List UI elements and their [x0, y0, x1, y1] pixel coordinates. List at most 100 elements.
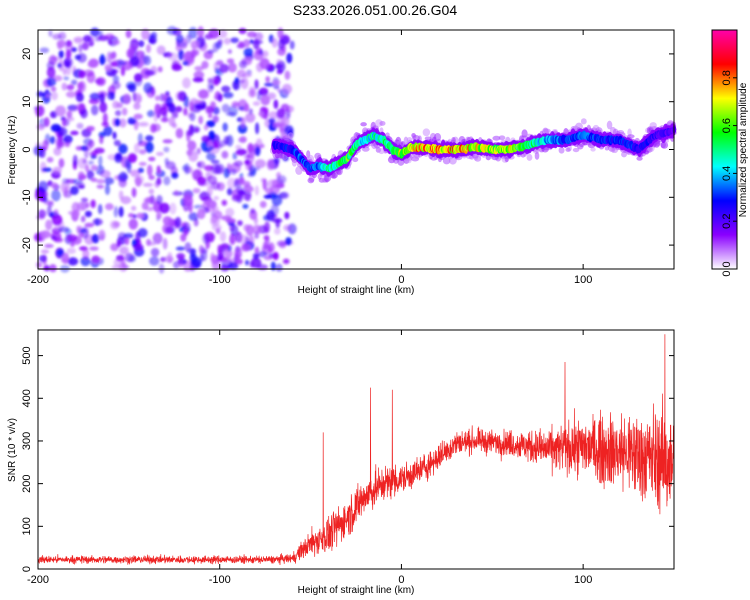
- spectrogram-noise-blob: [217, 93, 223, 102]
- spectrogram-noise-blob: [267, 242, 275, 253]
- spectrogram-ridge: [269, 118, 677, 184]
- spectrogram-noise-blob: [157, 66, 163, 73]
- spectrogram-noise-blob: [55, 105, 66, 117]
- snr-frame: [37, 329, 675, 570]
- spectrogram-noise-blob: [188, 124, 194, 136]
- spectrogram-noise-blob: [65, 91, 77, 98]
- spectrogram-noise-blob: [102, 112, 108, 125]
- spectrogram-noise-blob: [61, 137, 69, 143]
- spectrogram-noise-blob: [164, 226, 174, 234]
- y-tick-label: 200: [21, 474, 33, 492]
- spectrogram-noise-blob: [80, 108, 88, 119]
- spectrogram-noise-blob: [272, 122, 282, 128]
- spectrogram-noise-blob: [128, 212, 134, 218]
- spectrogram-noise-blob: [222, 91, 234, 99]
- spectrogram-noise-blob: [148, 175, 155, 181]
- spectrogram-noise-blob: [133, 243, 144, 251]
- spectrogram-noise-blob: [67, 105, 78, 113]
- spectrogram-noise-blob: [87, 60, 98, 68]
- spectrogram-noise-blob: [169, 202, 177, 215]
- spectrogram-noise-blob: [75, 181, 85, 188]
- spectrogram-noise-blob: [104, 65, 113, 72]
- spectrogram-noise-blob: [46, 66, 56, 79]
- spectrogram-noise-blob: [77, 82, 84, 90]
- spectrogram-noise-blob: [221, 103, 230, 113]
- spectrogram-noise-blob: [49, 136, 56, 145]
- snr-series-line: [37, 334, 675, 566]
- spectrogram-noise-blob: [176, 252, 186, 260]
- spectrogram-noise-blob: [262, 240, 269, 250]
- spectrogram-noise-blob: [253, 39, 260, 50]
- spectrogram-noise-blob: [285, 237, 292, 246]
- spectrogram-noise-blob: [263, 255, 273, 261]
- spectrogram-ridge-halo: [660, 141, 669, 149]
- spectrogram-x-label: Height of straight line (km): [298, 285, 415, 296]
- spectrogram-noise-blob: [156, 177, 162, 186]
- spectrogram-noise-blob: [63, 56, 74, 69]
- colorbar-tick-label: 0.2: [721, 214, 733, 229]
- spectrogram-noise-blob: [110, 220, 120, 230]
- spectrogram-noise-blob: [51, 235, 57, 241]
- spectrogram-noise-blob: [66, 110, 73, 119]
- spectrogram-noise-blob: [272, 251, 279, 261]
- spectrogram-noise-blob: [156, 165, 161, 174]
- y-tick-label: 10: [21, 96, 33, 108]
- spectrogram-noise-blob: [208, 130, 215, 141]
- spectrogram-noise-blob: [168, 116, 176, 127]
- spectrogram-noise-blob: [264, 221, 271, 234]
- spectrogram-noise-blob: [227, 177, 237, 189]
- spectrogram-noise-blob: [48, 29, 53, 37]
- spectrogram-noise-blob: [235, 148, 247, 156]
- spectrogram-noise-blob: [240, 116, 246, 129]
- x-tick-label: 0: [398, 574, 404, 586]
- spectrogram-noise-blob: [183, 227, 189, 237]
- spectrogram-x-ticks: -200 -100 0 100: [27, 30, 592, 286]
- spectrogram-noise-blob: [133, 102, 141, 110]
- spectrogram-noise-blob: [210, 181, 221, 190]
- spectrogram-noise-blob: [263, 194, 272, 199]
- spectrogram-noise-blob: [50, 86, 57, 92]
- spectrogram-noise-blob: [253, 216, 259, 225]
- spectrogram-noise-blob: [104, 183, 111, 196]
- spectrogram-noise-blob: [200, 140, 208, 152]
- spectrogram-noise-blob: [85, 143, 92, 152]
- spectrogram-noise-blob: [190, 257, 202, 268]
- spectrogram-noise-blob: [262, 178, 268, 191]
- spectrogram-noise-blob: [117, 232, 127, 241]
- spectrogram-noise-blob: [206, 152, 216, 161]
- spectrogram-noise-blob: [163, 176, 171, 186]
- spectrogram-noise-blob: [51, 214, 63, 226]
- spectrogram-noise-blob: [113, 139, 121, 147]
- spectrogram-noise-blob: [244, 185, 254, 193]
- spectrogram-noise-blob: [104, 203, 114, 211]
- spectrogram-noise-blob: [282, 36, 289, 45]
- spectrogram-noise-blob: [150, 123, 157, 134]
- spectrogram-noise-blob: [201, 60, 209, 69]
- spectrogram-noise-blob: [190, 49, 197, 59]
- spectrogram-noise-blob: [188, 212, 199, 221]
- spectrogram-noise-blob: [119, 118, 127, 128]
- spectrogram-noise-blob: [66, 84, 75, 91]
- spectrogram-noise-blob: [259, 200, 267, 209]
- spectrogram-noise-blob: [182, 77, 191, 89]
- spectrogram-noise-blob: [124, 158, 132, 170]
- spectrogram-noise-blob: [244, 259, 250, 266]
- spectrogram-noise-blob: [230, 224, 239, 236]
- snr-x-label: Height of straight line (km): [298, 585, 415, 596]
- spectrogram-noise-blob: [143, 55, 152, 66]
- spectrogram-noise-blob: [141, 201, 149, 211]
- spectrogram-noise: [33, 26, 297, 274]
- spectrogram-ridge-halo: [307, 177, 315, 184]
- spectrogram-noise-blob: [128, 43, 139, 50]
- spectrogram-noise-blob: [42, 139, 49, 150]
- spectrogram-noise-blob: [97, 204, 103, 215]
- spectrogram-noise-blob: [51, 189, 61, 202]
- spectrogram-noise-blob: [225, 111, 237, 117]
- spectrogram-noise-blob: [241, 73, 253, 78]
- spectrogram-noise-blob: [147, 241, 157, 246]
- spectrogram-noise-blob: [277, 27, 284, 40]
- spectrogram-noise-blob: [99, 101, 108, 113]
- spectrogram-ridge-halo: [534, 152, 540, 160]
- spectrogram-noise-blob: [193, 70, 205, 80]
- spectrogram-noise-blob: [82, 158, 87, 164]
